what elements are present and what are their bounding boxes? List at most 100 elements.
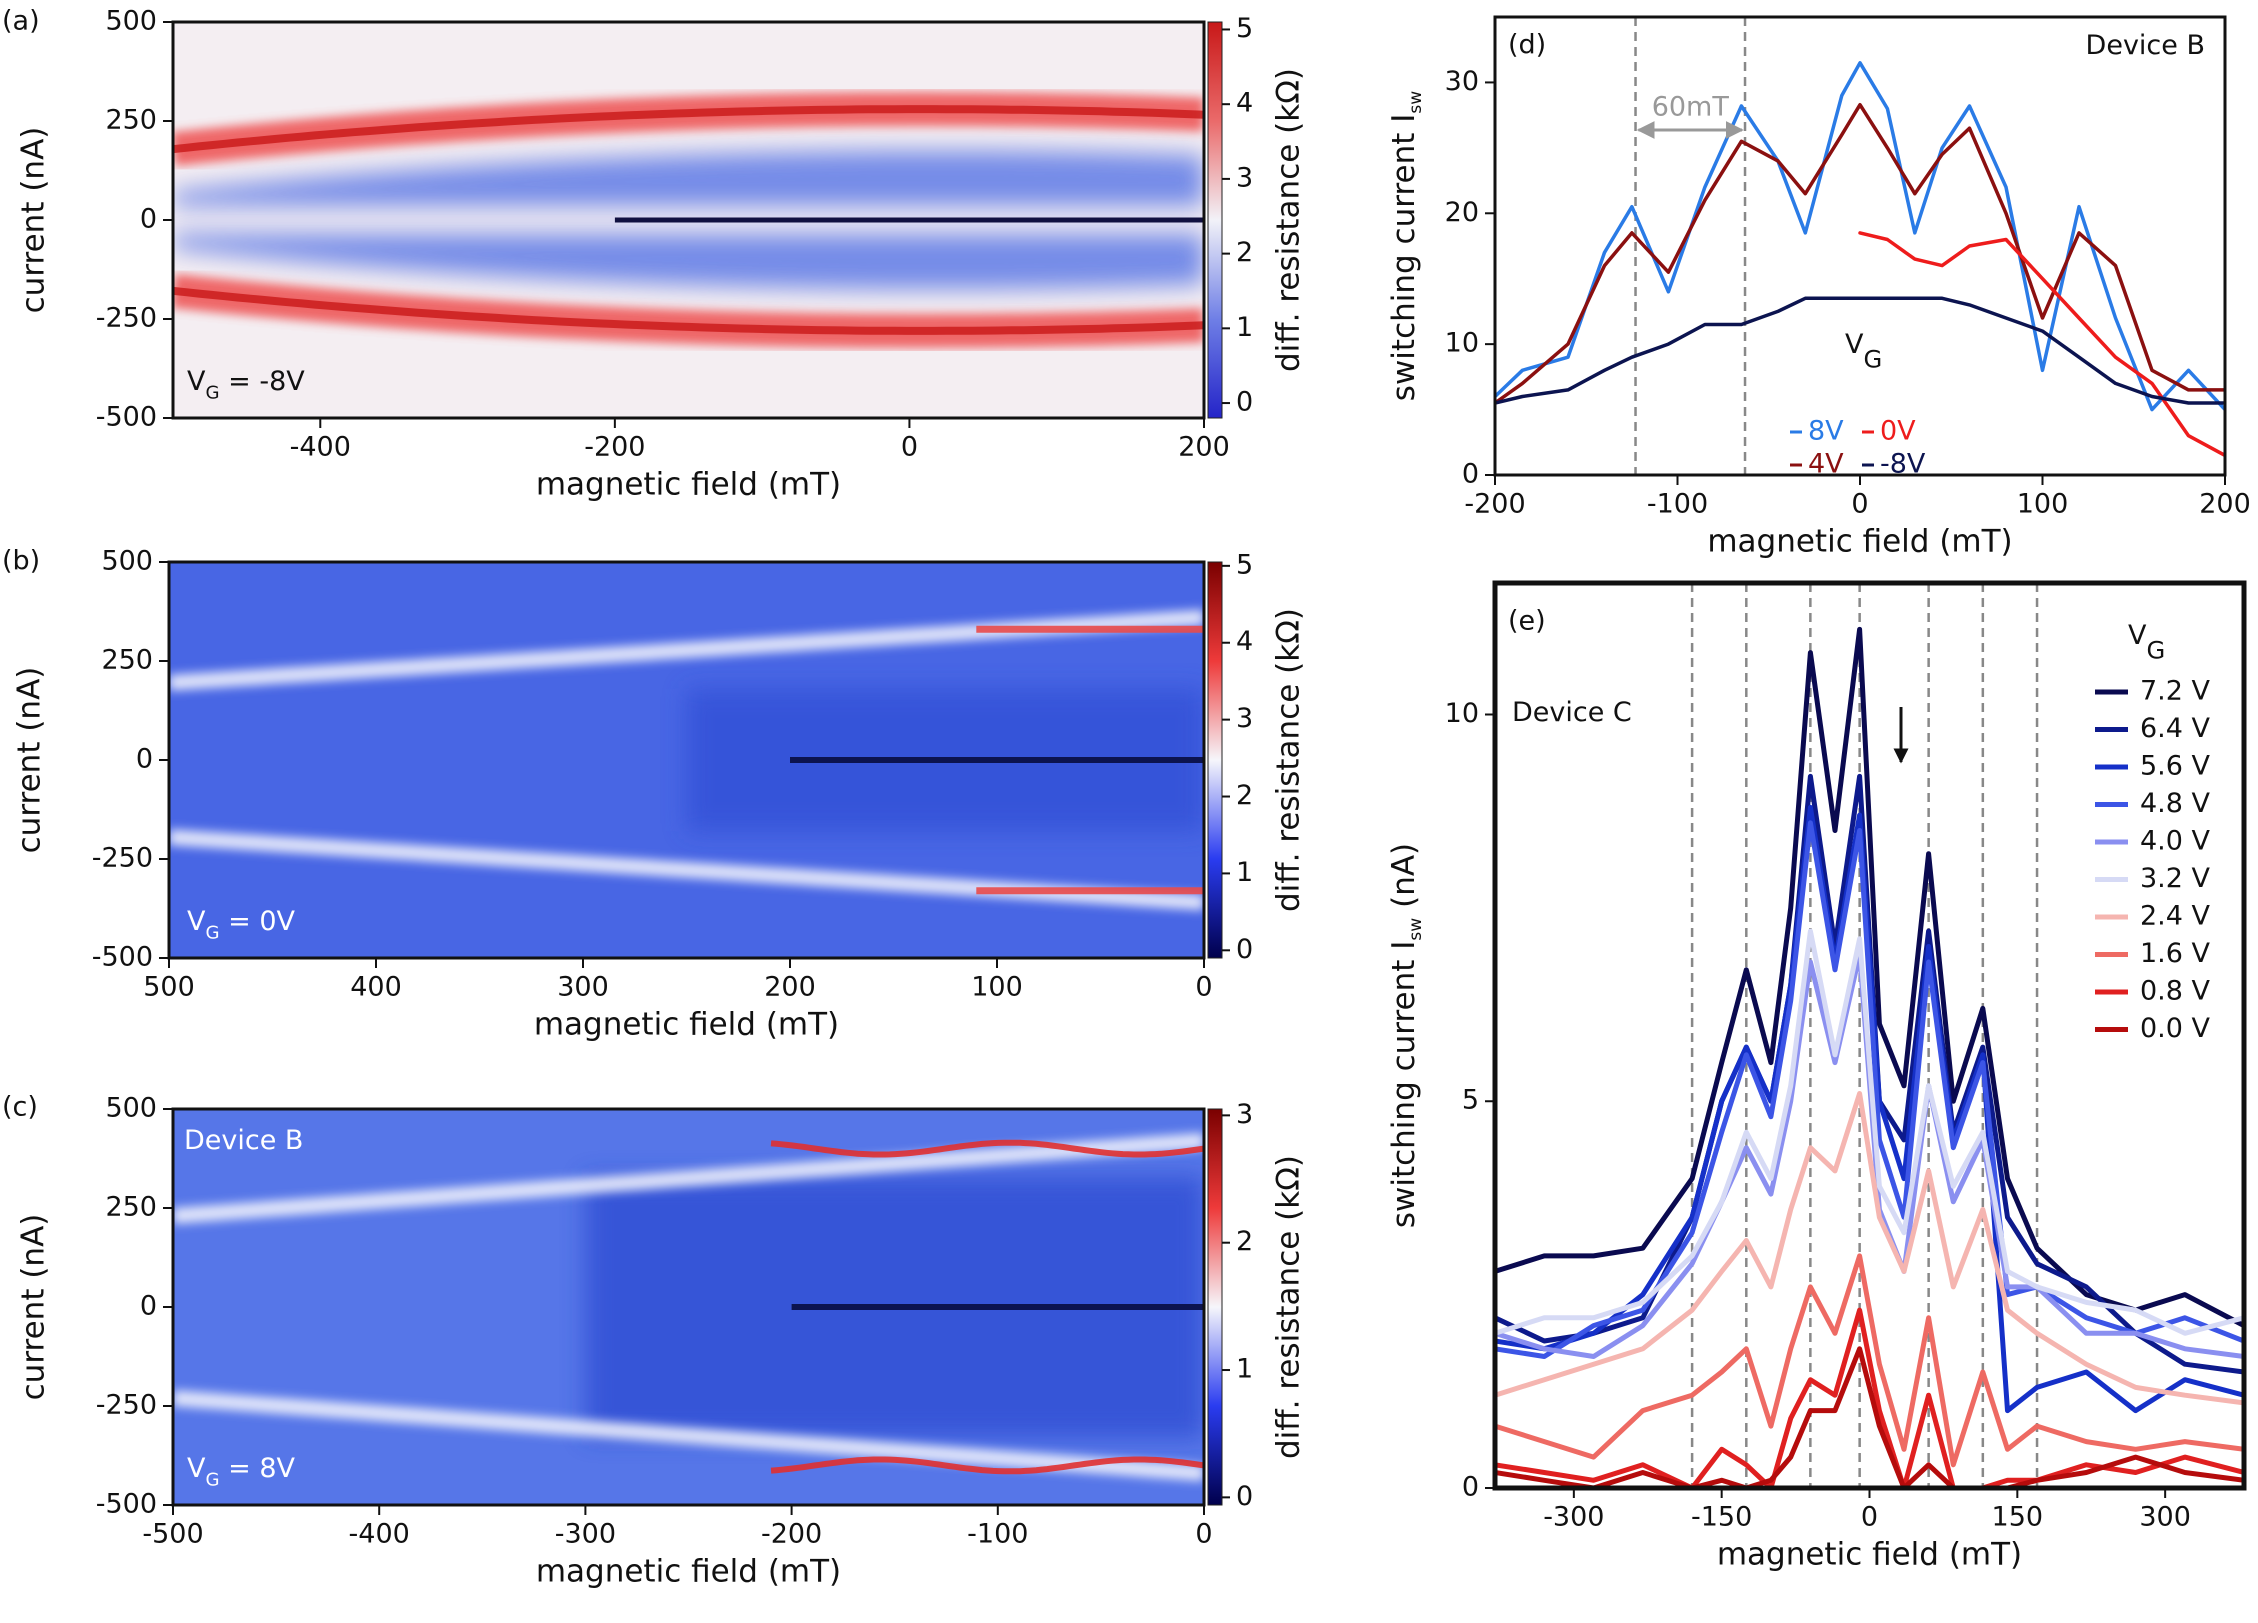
annotation-main: Device B — [184, 1125, 303, 1156]
colorbar-label: diff. resistance (kΩ) — [1271, 68, 1307, 372]
legend-label: 4.8 V — [2140, 788, 2211, 819]
annotation-main: V — [187, 366, 206, 397]
series-line — [1495, 1346, 2244, 1488]
annotation-rest: = 0V — [220, 906, 296, 937]
x-axis-label: magnetic field (mT) — [536, 467, 841, 503]
annotation-main: Device C — [1512, 697, 1632, 728]
y-axis-label: switching current Isw — [1386, 91, 1426, 401]
x-axis-label: magnetic field (mT) — [536, 1554, 841, 1590]
x-axis-label: magnetic field (mT) — [1707, 524, 2012, 560]
annotation-main: Device B — [2086, 30, 2205, 61]
x-tick-label: 300 — [557, 972, 609, 1003]
series-line — [1495, 820, 2244, 1359]
y-tick-label: -250 — [96, 1390, 157, 1421]
plot-area — [1495, 17, 2225, 475]
y-tick-label: -500 — [96, 1489, 157, 1520]
y-axis-label: current (nA) — [12, 667, 48, 854]
series-line — [1495, 102, 2225, 405]
x-tick-label: -400 — [290, 432, 351, 463]
heatmap-band — [173, 1132, 1204, 1224]
panel-label: (e) — [1508, 606, 1546, 637]
x-tick-label: 0 — [1861, 1502, 1878, 1533]
y-tick-label: 250 — [101, 645, 153, 676]
annotation: Device B — [184, 1125, 303, 1156]
panel: 0 1 2 3 4 5 diff. resistance (kΩ) 500 400 300 200 1… — [2, 546, 1307, 1043]
x-tick-label: 100 — [971, 972, 1023, 1003]
y-axis-label-main: switching current I — [1386, 941, 1422, 1229]
x-tick-label: 400 — [350, 972, 402, 1003]
panel: VG 7.2 V 6.4 V 5.6 V 4.8 V 4.0 V 3.2 V 2.4 V 1.6… — [1386, 580, 2247, 1573]
x-tick-label: -200 — [761, 1519, 822, 1550]
y-axis-label-sub: sw — [1406, 918, 1426, 941]
legend-label: 2.4 V — [2140, 901, 2211, 932]
annotation-sub: G — [205, 923, 219, 944]
plot-frame — [167, 560, 1206, 960]
y-tick-label: -500 — [92, 942, 153, 973]
legend-title: VG — [2128, 620, 2165, 665]
legend-title-main: V — [1845, 329, 1864, 360]
panel-label: (a) — [2, 6, 40, 37]
x-tick-label: 200 — [764, 972, 816, 1003]
annotation-rest: = -8V — [220, 366, 306, 397]
y-tick-label: 500 — [105, 1093, 157, 1124]
series-line — [1495, 1091, 2244, 1406]
y-tick-label: -250 — [96, 303, 157, 334]
annotation-rest: = 8V — [220, 1453, 296, 1484]
heatmap-band — [173, 233, 1204, 290]
y-tick-label: 0 — [1462, 1472, 1479, 1503]
y-tick-label: 0 — [1462, 459, 1479, 490]
x-tick-label: 300 — [2139, 1502, 2191, 1533]
annotation: Device B — [2086, 30, 2205, 61]
colorbar — [1207, 1108, 1223, 1506]
colorbar-tick-label: 1 — [1236, 857, 1253, 888]
colorbar-tick-label: 5 — [1236, 13, 1253, 44]
colorbar-tick-label: 2 — [1236, 237, 1253, 268]
y-tick-label: 30 — [1445, 66, 1479, 97]
series-line — [1495, 1307, 2244, 1488]
y-tick-label: -500 — [96, 402, 157, 433]
plot-area — [1495, 583, 2244, 1488]
colorbar-tick-label: 3 — [1236, 1099, 1253, 1130]
x-tick-label: 0 — [1851, 489, 1868, 520]
y-axis-label-rest: (nA) — [1386, 843, 1422, 918]
y-tick-label: 0 — [140, 204, 157, 235]
legend-label: 1.6 V — [2140, 938, 2211, 969]
heatmap-band — [770, 1456, 1204, 1475]
y-axis-label-sub: sw — [1406, 91, 1426, 114]
x-tick-label: -300 — [1543, 1502, 1604, 1533]
series-line — [1495, 626, 2244, 1329]
plot-frame — [1493, 15, 2227, 477]
legend-label: 0.0 V — [2140, 1013, 2211, 1044]
series-line — [1495, 804, 2244, 1414]
legend-title-sub: G — [1863, 345, 1882, 373]
span-label: 60mT — [1652, 92, 1730, 123]
y-axis-label-main: switching current I — [1386, 114, 1422, 402]
colorbar-label: diff. resistance (kΩ) — [1271, 1155, 1307, 1459]
series-line — [1495, 928, 2244, 1336]
y-tick-label: 250 — [105, 1192, 157, 1223]
y-tick-label: 20 — [1445, 197, 1479, 228]
y-axis-label: switching current Isw (nA) — [1386, 843, 1426, 1228]
series-line — [1495, 296, 2225, 405]
x-tick-label: 0 — [1195, 972, 1212, 1003]
plot-frame — [171, 1107, 1206, 1507]
plot-frame — [1492, 580, 2247, 1491]
y-tick-label: 250 — [105, 105, 157, 136]
x-tick-label: -500 — [142, 1519, 203, 1550]
x-tick-label: 200 — [2199, 489, 2251, 520]
legend-label: 4.0 V — [2140, 826, 2211, 857]
colorbar-tick-label: 4 — [1236, 88, 1253, 119]
y-axis-label: current (nA) — [16, 127, 52, 314]
y-tick-label: 0 — [136, 744, 153, 775]
y-tick-label: 0 — [140, 1291, 157, 1322]
y-tick-label: 5 — [1462, 1085, 1479, 1116]
heatmap-band — [173, 1390, 1204, 1482]
colorbar-tick-label: 4 — [1236, 626, 1253, 657]
plot-area — [169, 562, 1204, 958]
colorbar — [1207, 561, 1223, 959]
x-tick-label: -200 — [1464, 489, 1525, 520]
y-tick-label: -250 — [92, 843, 153, 874]
